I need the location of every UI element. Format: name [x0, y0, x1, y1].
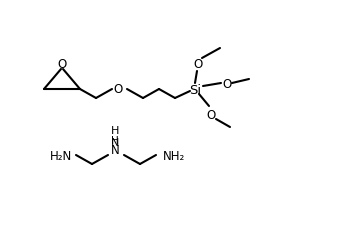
Text: H: H: [111, 135, 119, 145]
Text: Si: Si: [189, 83, 201, 96]
Text: H
N: H N: [111, 126, 119, 147]
Text: O: O: [193, 57, 203, 70]
Text: O: O: [206, 108, 216, 121]
Text: O: O: [222, 77, 232, 90]
Text: O: O: [113, 82, 123, 95]
Text: NH₂: NH₂: [163, 149, 185, 162]
Text: O: O: [57, 57, 67, 70]
Text: N: N: [111, 143, 119, 156]
Text: H₂N: H₂N: [50, 149, 72, 162]
